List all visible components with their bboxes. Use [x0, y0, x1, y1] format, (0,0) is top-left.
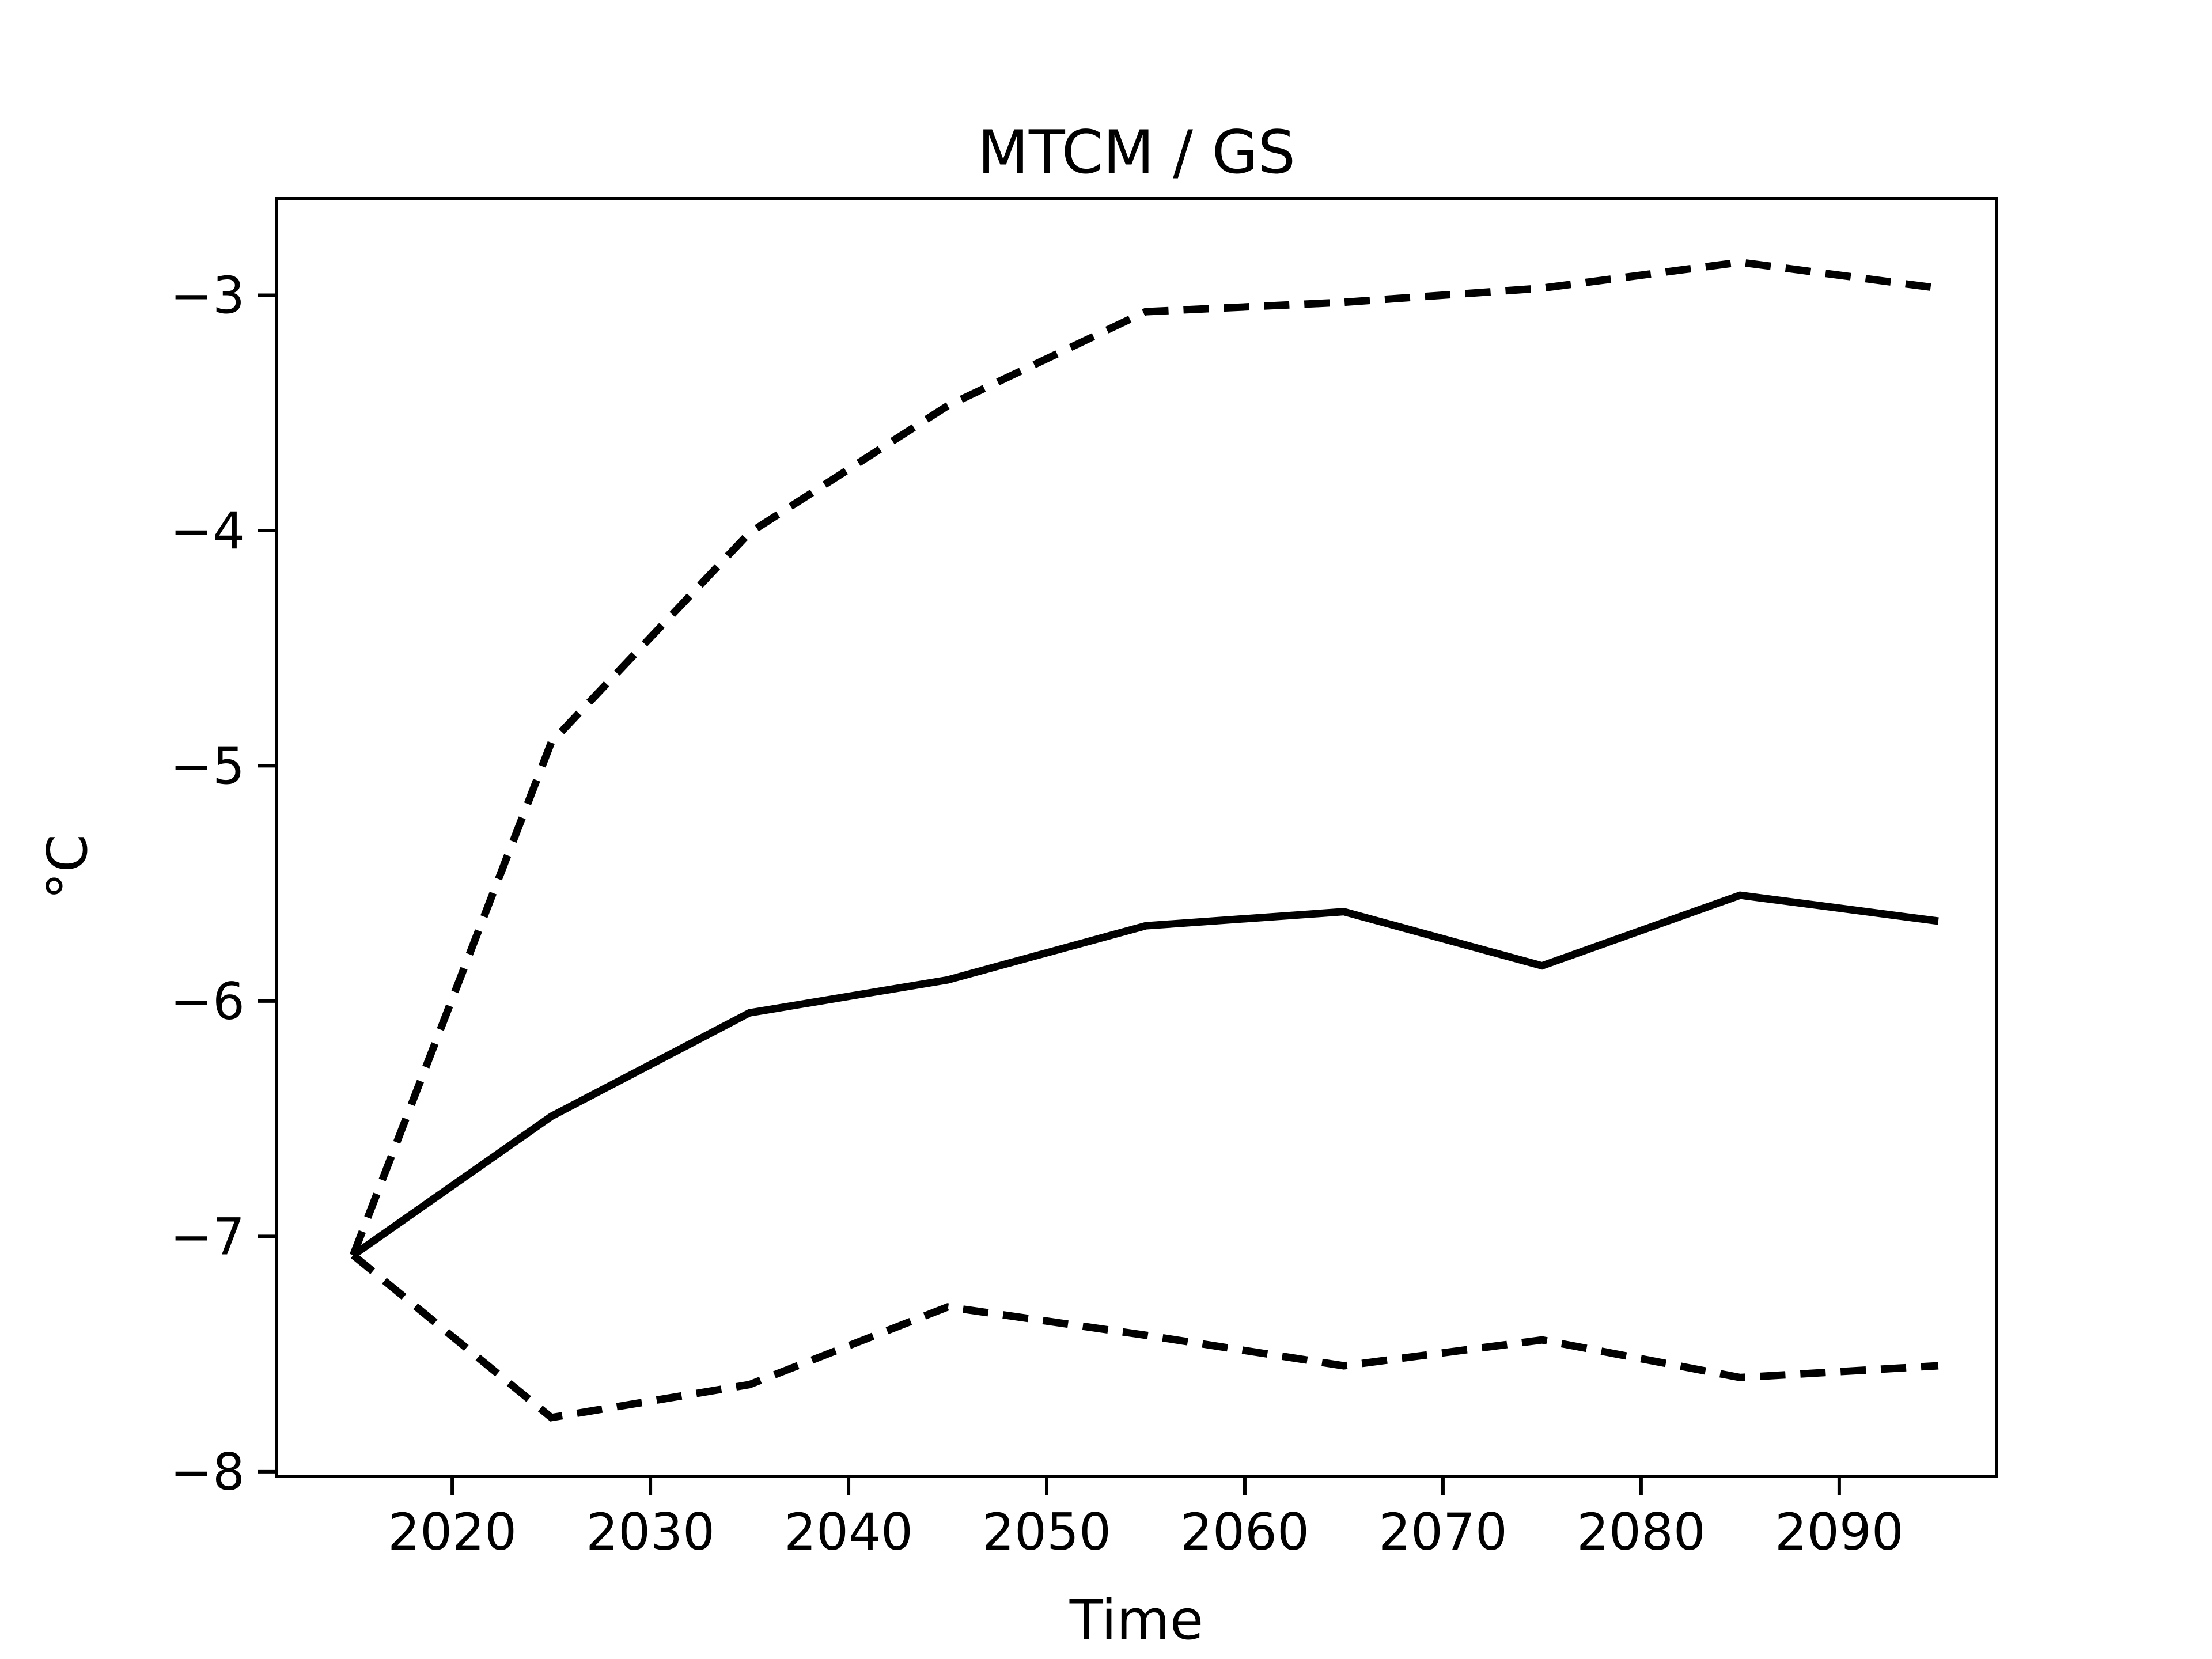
y-tick-label: −3: [170, 266, 245, 325]
x-axis-ticks: [450, 1476, 1841, 1495]
series-upper-bound-line: [350, 258, 1939, 1257]
series-lower-bound-line: [350, 1252, 1939, 1422]
x-axis-tick-labels: 2020 2030 2040 2050 2060 2070 2080 2090: [388, 1502, 1904, 1562]
x-tick-label: 2060: [1180, 1502, 1309, 1562]
x-tick-label: 2040: [784, 1502, 913, 1562]
x-tick-label: 2070: [1378, 1502, 1508, 1562]
y-tick-label: −7: [170, 1207, 245, 1266]
chart-series: [350, 258, 1939, 1422]
x-axis-label: Time: [1069, 1589, 1204, 1652]
y-axis-ticks: [258, 293, 276, 1474]
y-tick-label: −5: [170, 736, 245, 796]
y-tick-label: −4: [170, 501, 245, 560]
x-tick-label: 2080: [1577, 1502, 1706, 1562]
x-tick-label: 2090: [1775, 1502, 1904, 1562]
y-axis-label: °C: [36, 834, 100, 900]
chart-title: MTCM / GS: [978, 118, 1296, 187]
y-tick-label: −6: [170, 972, 245, 1031]
x-tick-label: 2050: [982, 1502, 1111, 1562]
series-mean-line: [351, 891, 1939, 1259]
y-tick-label: −8: [170, 1442, 245, 1502]
y-axis-tick-labels: −3 −4 −5 −6 −7 −8: [170, 266, 245, 1501]
x-tick-label: 2030: [586, 1502, 715, 1562]
x-tick-label: 2020: [388, 1502, 517, 1562]
plot-border: [275, 197, 1998, 1478]
